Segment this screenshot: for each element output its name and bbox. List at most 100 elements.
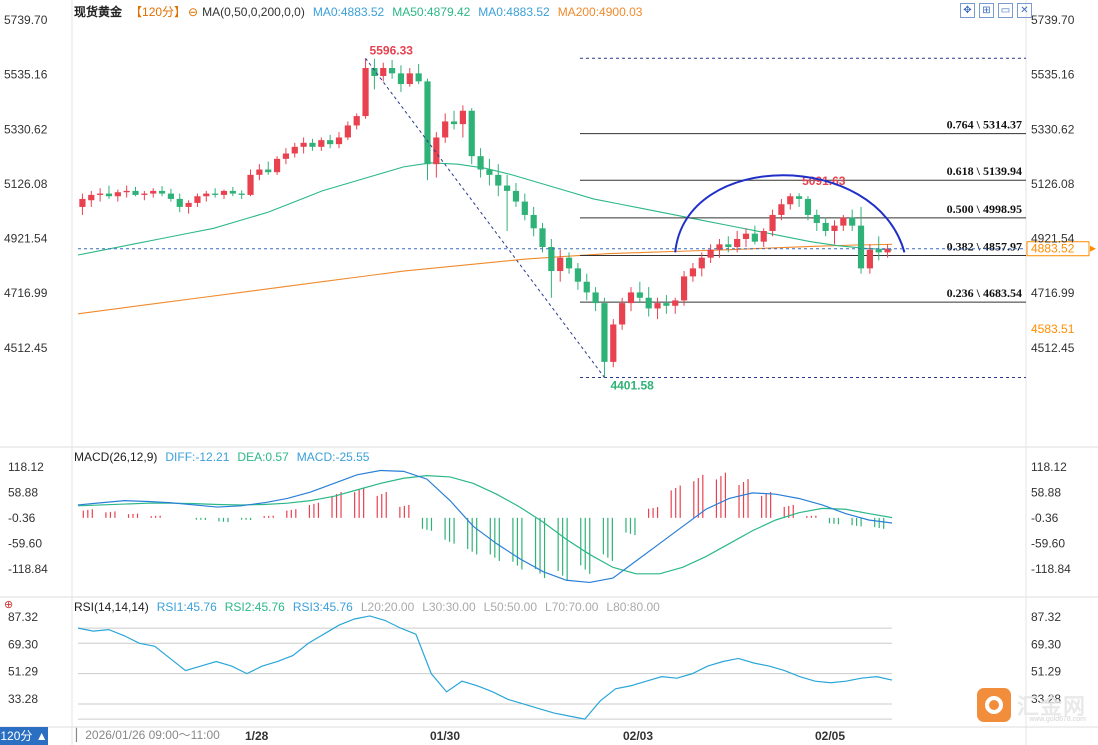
candle-body [335,137,343,145]
crosshair-icon[interactable]: ✥ [960,3,975,18]
rsi-y-tick-label-right: 33.28 [1031,692,1061,706]
candle-body [654,303,661,309]
candle-body [291,146,298,154]
candle-body [548,247,555,272]
macd-diff: DIFF:-12.21 [165,450,230,464]
candle-body [265,169,272,173]
candle-body [857,225,865,269]
rsi-settings-icon[interactable]: ⊕ [4,599,14,611]
y-tick-label-right: 5739.70 [1031,13,1075,27]
candle-body [583,281,590,293]
rsi3-value: RSI3:45.76 [292,600,353,614]
candle-body [318,140,325,147]
candle-body [734,238,741,248]
candle-body [627,292,635,304]
period-button[interactable]: 120分 ▲ [0,727,48,745]
ma0-b-value: MA0:4883.52 [478,5,550,19]
high-marker-label: 5596.33 [370,43,414,57]
macd-name[interactable]: MACD(26,12,9) [74,450,158,464]
time-range: ▏2026/01/26 09:00～11:00 [76,728,220,742]
last-price-tag [1026,241,1090,257]
chart-toolbar: ✥ ⊞ ▭ ✕ [960,3,1032,18]
candle-body [636,292,643,298]
price-pane[interactable]: 0.764 \ 5314.37 0.618 \ 5139.94 0.500 \ 49… [77,43,1096,392]
ref-price-value: 4583.51 [1031,322,1075,336]
macd-header: MACD(26,12,9) DIFF:-12.21 DEA:0.57 MACD:-25… [74,450,377,464]
candle-body [866,249,873,269]
fib-level-label: 0.500 \ 4998.95 [947,202,1022,216]
dea-line [77,475,893,575]
candle-body [167,193,174,199]
candle-body [663,303,670,306]
candle-body [203,193,210,197]
candle-body [176,198,183,207]
macd-y-tick-label-right: -0.36 [1031,511,1059,525]
candle-body [424,81,431,165]
y-tick-label-right: 4512.45 [1031,341,1075,355]
candle-body [610,324,617,362]
rsi-header: RSI(14,14,14) RSI1:45.76 RSI2:45.76 RSI3:45… [74,600,668,614]
candle-body [300,142,307,147]
macd-y-tick-label: -59.60 [8,537,42,551]
fit-icon[interactable]: ⊞ [979,3,994,18]
fib-level-label: 0.382 \ 4857.97 [947,240,1022,254]
candle-body [672,300,679,306]
candle-body [79,198,86,207]
period-tag[interactable]: 【120分】 [130,5,187,19]
rsi-l50: L50:50.00 [483,600,538,614]
y-tick-label-right: 5126.08 [1031,177,1075,191]
candle-body [530,214,537,229]
last-price-value: 4883.52 [1031,242,1075,256]
candle-body [512,190,520,202]
rsi-y-tick-label: 33.28 [8,692,38,706]
candle-body [380,68,387,77]
candle-body [521,201,528,215]
rsi1-value: RSI1:45.76 [156,600,217,614]
candle-body [849,217,856,226]
logo-url: www.gold678.com [1029,716,1086,723]
logo-icon [976,688,1011,722]
candle-body [680,276,688,301]
macd-y-tick-label-right: -59.60 [1031,537,1065,551]
candle-body [371,68,378,77]
candle-body [406,73,413,85]
close-icon[interactable]: ✕ [1017,3,1032,18]
logo-text: 汇金网 [1016,694,1086,719]
candle-body [477,156,484,170]
candle-body [645,297,652,309]
rsi2-value: RSI2:45.76 [224,600,285,614]
candle-body [309,142,316,147]
candle-body [88,194,95,201]
instrument-name[interactable]: 现货黄金 [74,5,123,19]
candle-body [778,204,785,215]
candle-body [557,257,564,272]
ma50-line [77,162,893,256]
candle-body [592,292,599,304]
window-icon[interactable]: ▭ [998,3,1013,18]
candle-body [831,225,838,231]
settings-icon[interactable]: ⊖ [188,5,199,19]
macd-pane[interactable] [77,469,893,584]
y-tick-label: 5330.62 [4,122,48,136]
site-logo: 汇金网 www.gold678.com [976,688,1086,723]
date-label: 02/05 [815,729,846,743]
y-tick-label-right: 5535.16 [1031,68,1075,82]
ma-spec[interactable]: MA(0,50,0,200,0,0) [202,5,305,19]
candle-body [442,121,449,138]
rsi-name[interactable]: RSI(14,14,14) [74,600,149,614]
macd-y-tick-label: 118.12 [8,460,44,474]
rsi-y-tick-label: 51.29 [8,665,38,679]
ma50-value: MA50:4879.42 [392,5,471,19]
y-tick-label-right: 4921.54 [1031,232,1075,246]
rsi-l80: L80:80.00 [606,600,660,614]
candle-body [689,268,697,277]
candle-body [796,196,803,199]
candle-body [742,233,750,239]
candle-body [185,202,192,207]
rsi-pane[interactable] [77,615,893,720]
candle-body [415,73,422,82]
candle-body [504,185,511,191]
candle-body [574,268,581,282]
y-tick-label: 5535.16 [4,68,48,82]
